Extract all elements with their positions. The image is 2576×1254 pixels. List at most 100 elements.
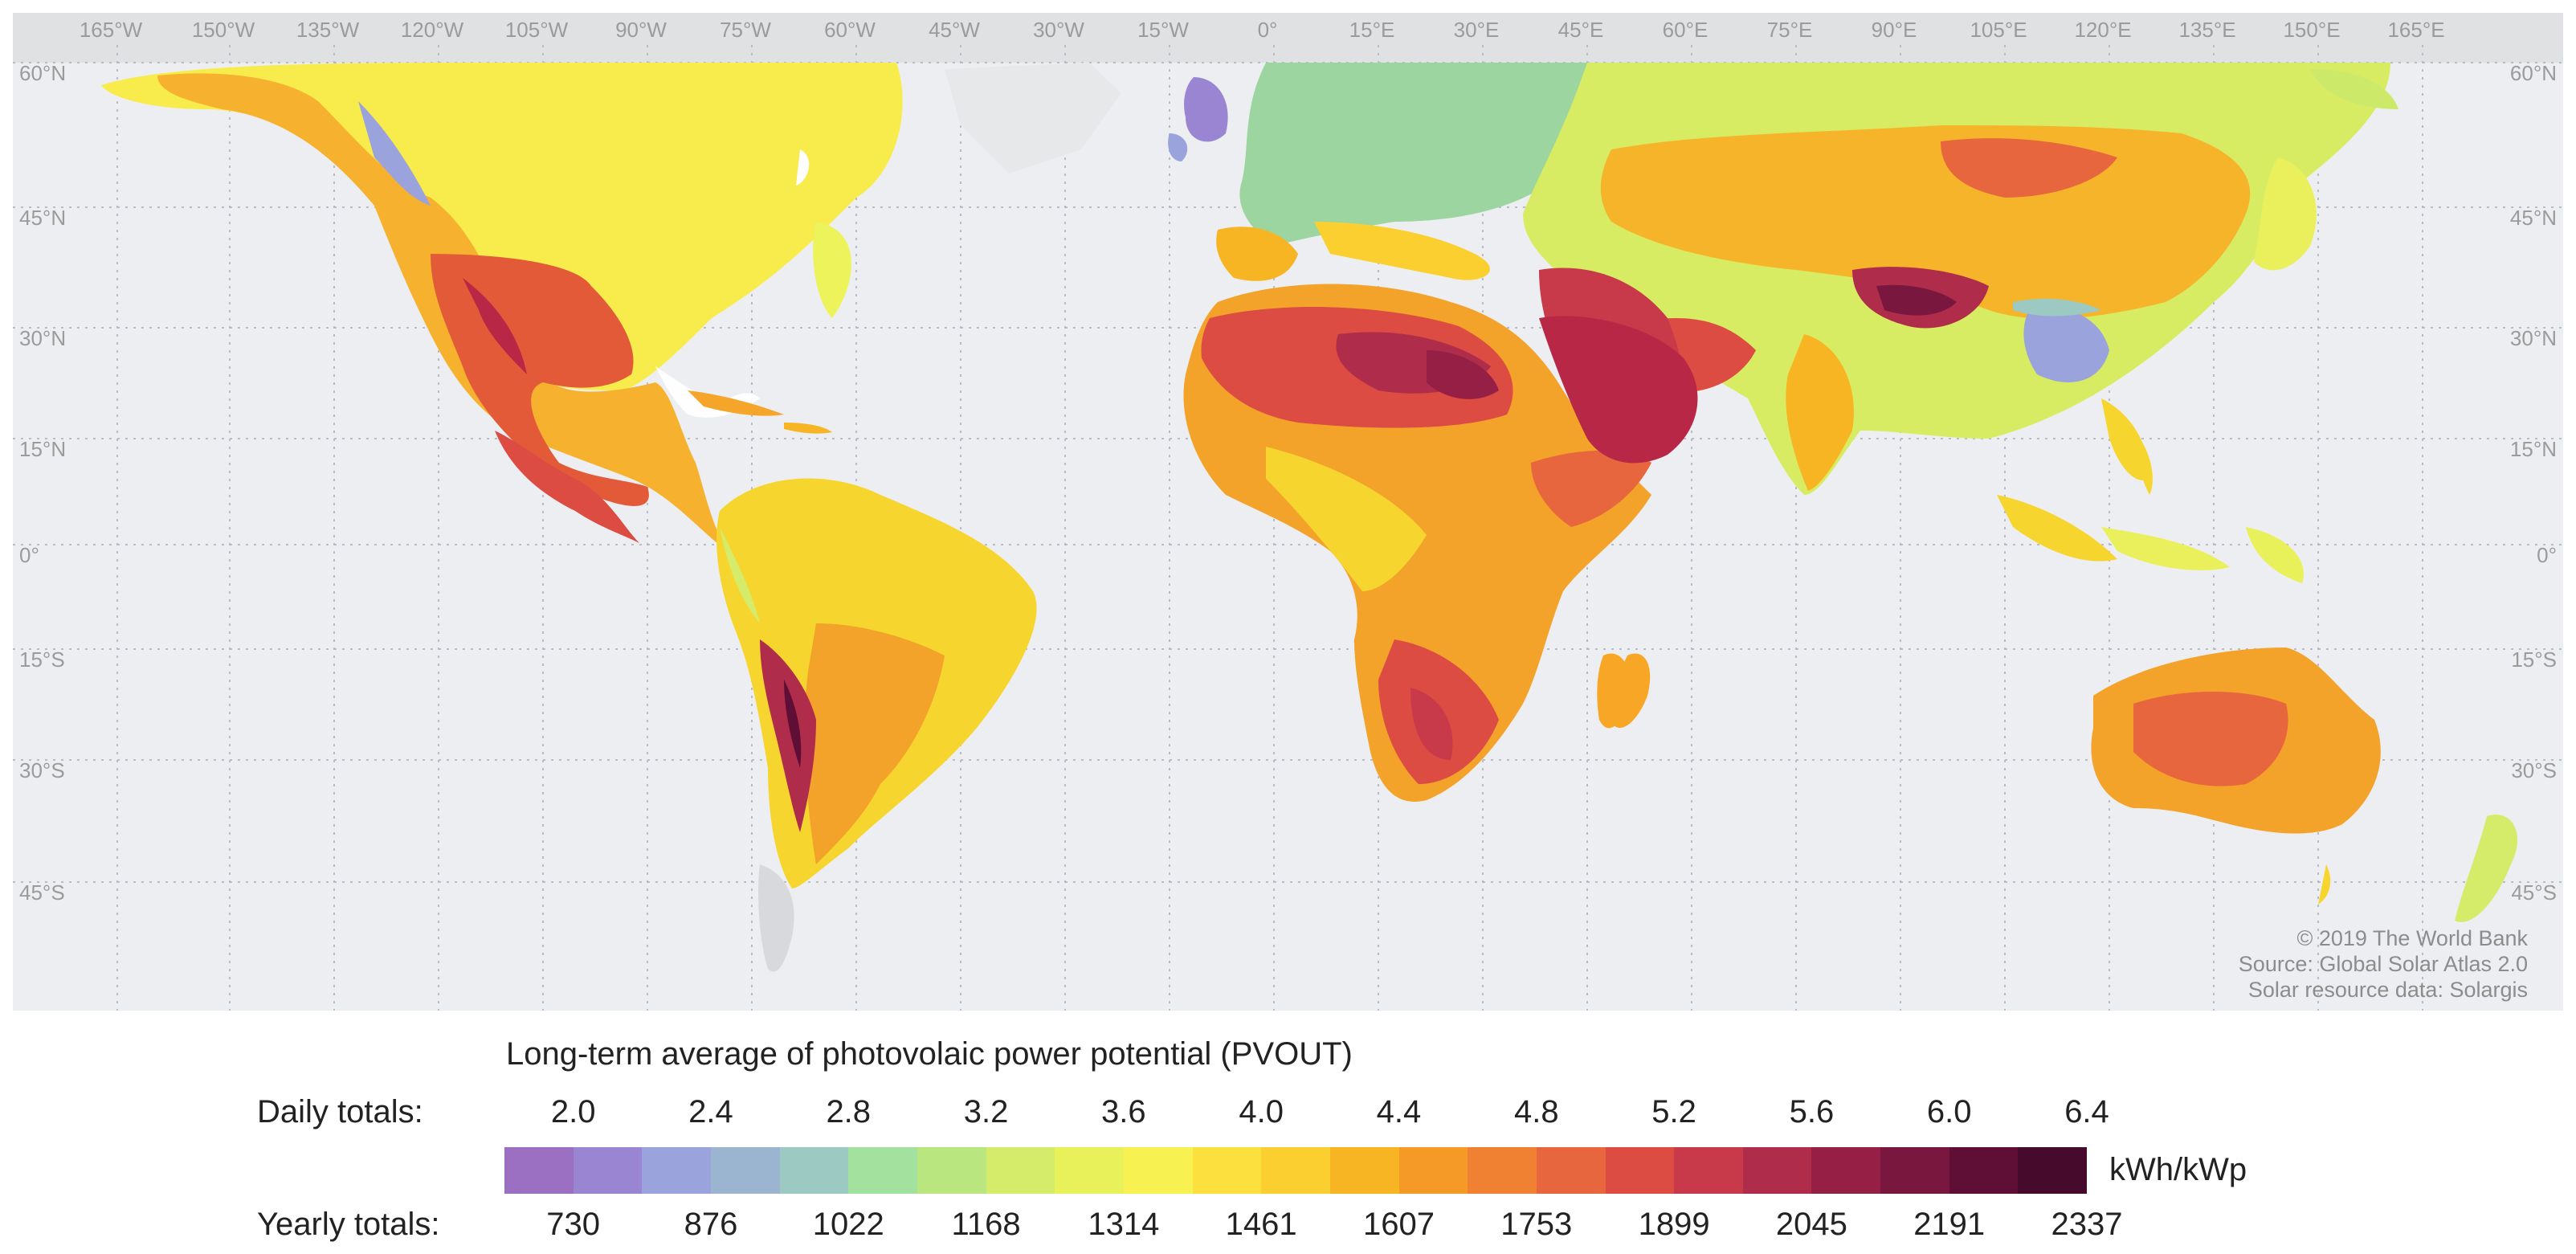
world-map[interactable]: 165°W 150°W 135°W 120°W 105°W 90°W 75°W 60°W 45°… — [13, 13, 2563, 1011]
color-swatch — [504, 1147, 574, 1194]
color-swatch — [917, 1147, 986, 1194]
arabian-peninsula — [1539, 316, 1698, 464]
longitude-label: 135°W — [296, 18, 360, 42]
color-swatch — [1329, 1147, 1399, 1194]
credit-solargis: Solar resource data: Solargis — [2247, 978, 2528, 1002]
daily-tick: 4.4 — [1376, 1094, 1422, 1129]
latitude-label-left: 30°N — [19, 326, 66, 350]
map-panel[interactable]: 165°W 150°W 135°W 120°W 105°W 90°W 75°W 60°W 45°… — [13, 13, 2563, 1011]
daily-tick: 3.6 — [1101, 1094, 1146, 1129]
australia — [2091, 647, 2381, 905]
longitude-label: 45°W — [929, 18, 980, 42]
longitude-label: 90°W — [615, 18, 667, 42]
longitude-label: 45°E — [1558, 18, 1604, 42]
daily-tick: 2.4 — [688, 1094, 733, 1129]
new-zealand — [2455, 815, 2518, 922]
longitude-label: 120°E — [2074, 18, 2131, 42]
southeast-asia — [1997, 431, 2304, 583]
longitude-label: 75°E — [1767, 18, 1813, 42]
latitude-label-left: 30°S — [19, 758, 65, 782]
yearly-tick: 1899 — [1638, 1207, 1710, 1242]
latitude-label-left: 15°S — [19, 647, 65, 672]
latitude-label-right: 15°S — [2511, 647, 2557, 672]
color-swatch — [779, 1147, 849, 1194]
latitude-label-left: 60°N — [19, 61, 66, 85]
longitude-label: 165°E — [2387, 18, 2444, 42]
legend: Long-term average of photovolaic power p… — [0, 1011, 2576, 1254]
color-swatch — [1880, 1147, 1949, 1194]
europe — [1168, 63, 1587, 281]
greenland — [945, 63, 1121, 174]
longitude-labels: 165°W 150°W 135°W 120°W 105°W 90°W 75°W 60°W 45°… — [80, 18, 2445, 42]
color-swatch — [1192, 1147, 1262, 1194]
color-swatch — [1123, 1147, 1193, 1194]
longitude-label: 105°E — [1970, 18, 2027, 42]
daily-tick: 2.8 — [826, 1094, 872, 1129]
yearly-tick: 1753 — [1500, 1207, 1573, 1242]
color-scale-bar — [504, 1147, 2088, 1194]
color-swatch — [1949, 1147, 2019, 1194]
longitude-label: 90°E — [1872, 18, 1917, 42]
color-swatch — [642, 1147, 711, 1194]
yearly-tick: 1461 — [1225, 1207, 1297, 1242]
credit-worldbank: © 2019 The World Bank — [2296, 926, 2528, 950]
daily-tick: 5.2 — [1651, 1094, 1696, 1129]
color-swatch — [1055, 1147, 1124, 1194]
daily-tick: 2.0 — [550, 1094, 596, 1129]
longitude-label: 30°E — [1454, 18, 1500, 42]
color-swatch — [573, 1147, 643, 1194]
longitude-label: 150°W — [192, 18, 255, 42]
latitude-label-right: 45°N — [2510, 206, 2557, 230]
longitude-label: 30°W — [1033, 18, 1084, 42]
color-swatch — [1536, 1147, 1606, 1194]
latitude-label-right: 60°N — [2510, 61, 2557, 85]
latitude-label-right: 0° — [2537, 543, 2557, 567]
color-swatch — [1261, 1147, 1330, 1194]
yearly-tick: 730 — [546, 1207, 601, 1242]
credit-source: Source: Global Solar Atlas 2.0 — [2238, 952, 2528, 976]
color-swatch — [1742, 1147, 1812, 1194]
north-america — [101, 63, 903, 552]
longitude-label: 120°W — [401, 18, 464, 42]
longitude-label: 0° — [1258, 18, 1278, 42]
daily-totals-label: Daily totals: — [257, 1094, 423, 1129]
caribbean — [688, 390, 832, 434]
longitude-label: 60°E — [1663, 18, 1708, 42]
daily-tick: 3.2 — [963, 1094, 1009, 1129]
latitude-label-right: 30°S — [2511, 758, 2557, 782]
asia — [1523, 63, 2398, 495]
color-swatch — [1398, 1147, 1468, 1194]
yearly-tick: 2191 — [1913, 1207, 1986, 1242]
yearly-tick: 1168 — [951, 1207, 1021, 1242]
color-swatch — [1605, 1147, 1675, 1194]
latitude-label-left: 45°S — [19, 880, 65, 905]
longitude-label: 105°W — [505, 18, 569, 42]
color-swatch — [1674, 1147, 1743, 1194]
yearly-tick: 2337 — [2051, 1207, 2123, 1242]
latitude-label-left: 0° — [19, 543, 39, 567]
longitude-label: 15°E — [1349, 18, 1395, 42]
latitude-label-left: 45°N — [19, 206, 66, 230]
longitude-label: 135°E — [2178, 18, 2235, 42]
color-swatch — [710, 1147, 780, 1194]
madagascar — [1611, 653, 1651, 728]
daily-tick: 5.6 — [1789, 1094, 1835, 1129]
latitude-label-right: 30°N — [2510, 326, 2557, 350]
latitude-labels-left: 60°N 45°N 30°N 15°N 0° 15°S 30°S 45°S — [19, 61, 66, 905]
color-swatch — [2018, 1147, 2088, 1194]
yearly-tick: 876 — [684, 1207, 738, 1242]
longitude-label: 165°W — [80, 18, 143, 42]
yearly-tick: 1022 — [812, 1207, 884, 1242]
daily-tick: 6.4 — [2064, 1094, 2109, 1129]
latitude-labels-right: 60°N 45°N 30°N 15°N 0° 15°S 30°S 45°S — [2510, 61, 2557, 905]
daily-tick: 4.8 — [1513, 1094, 1559, 1129]
color-swatch — [1468, 1147, 1537, 1194]
longitude-label: 75°W — [720, 18, 771, 42]
daily-tick: 4.0 — [1239, 1094, 1284, 1129]
latitude-label-left: 15°N — [19, 437, 66, 461]
unit-label: kWh/kWp — [2109, 1152, 2247, 1187]
color-swatch — [1811, 1147, 1881, 1194]
latitude-label-right: 45°S — [2511, 880, 2557, 905]
yearly-tick: 1314 — [1088, 1207, 1160, 1242]
yearly-tick: 1607 — [1362, 1207, 1435, 1242]
